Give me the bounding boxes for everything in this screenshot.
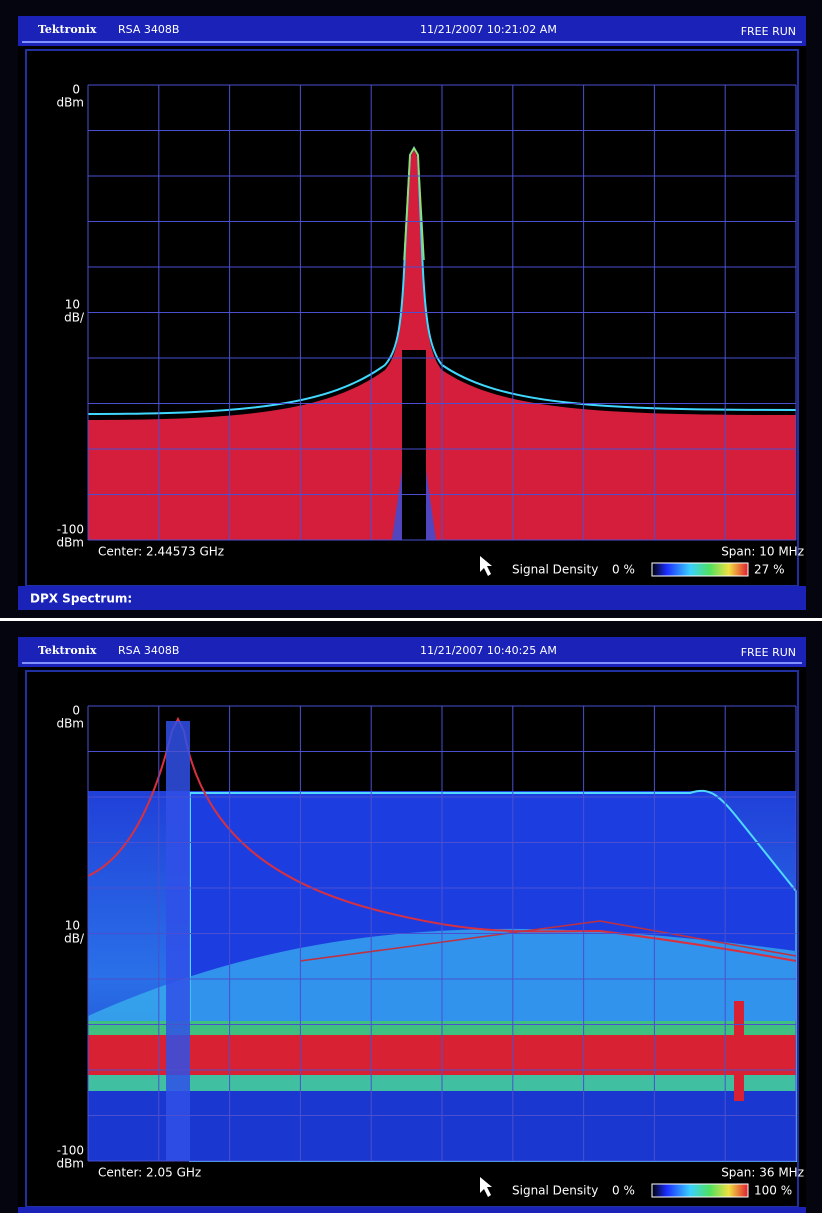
- density-colorbar: [651, 1183, 749, 1198]
- model: RSA 3408B: [118, 23, 179, 36]
- footer-bar: [18, 1207, 806, 1213]
- y-label: dBm: [56, 717, 84, 731]
- density-max: 27 %: [754, 563, 785, 577]
- density-label: Signal Density: [512, 1184, 598, 1198]
- decay-trace: [87, 716, 797, 962]
- center-freq: Center: 2.05 GHz: [98, 1166, 201, 1180]
- carrier-spike: [734, 1001, 744, 1101]
- y-label: 10: [65, 919, 80, 933]
- density-min: 0 %: [612, 563, 635, 577]
- span: Span: 10 MHz: [721, 545, 804, 559]
- spectrum-notch: [402, 350, 426, 540]
- y-label: 0: [72, 704, 80, 718]
- footer-bar: [18, 586, 806, 610]
- span: Span: 36 MHz: [721, 1166, 804, 1180]
- y-label: dBm: [56, 96, 84, 110]
- density-speckle: [392, 470, 436, 540]
- cursor-arrow: [480, 1177, 492, 1197]
- density-min: 0 %: [612, 1184, 635, 1198]
- brand: Tektronix: [38, 644, 97, 657]
- cursor-arrow: [480, 556, 492, 576]
- center-freq: Center: 2.44573 GHz: [98, 545, 224, 559]
- analyzer-panel: Tektronix RSA 3408B 11/21/2007 10:40:25 AM…: [0, 621, 822, 1213]
- density-label: Signal Density: [512, 563, 598, 577]
- carrier-column: [166, 721, 190, 1161]
- y-label: -100: [57, 1144, 84, 1158]
- density-max: 100 %: [754, 1184, 792, 1198]
- y-label: 0: [72, 83, 80, 97]
- brand: Tektronix: [38, 23, 97, 36]
- run-mode: FREE RUN: [741, 25, 796, 38]
- spectrum-fill: [88, 150, 796, 540]
- peak-trace: [403, 146, 425, 261]
- y-label: -100: [57, 523, 84, 537]
- footer-label: DPX Spectrum:: [30, 592, 132, 606]
- model: RSA 3408B: [118, 644, 179, 657]
- y-label: dBm: [56, 1157, 84, 1171]
- density-colorbar: [651, 562, 749, 577]
- y-label: dB/: [64, 932, 85, 946]
- y-label: dB/: [64, 311, 85, 325]
- analyzer-panel: Tektronix RSA 3408B 11/21/2007 10:21:02 AM…: [0, 0, 822, 618]
- cross-trace: [299, 920, 797, 962]
- timestamp: 11/21/2007 10:21:02 AM: [420, 23, 557, 36]
- y-label: 10: [65, 298, 80, 312]
- timestamp: 11/21/2007 10:40:25 AM: [420, 644, 557, 657]
- y-label: dBm: [56, 536, 84, 550]
- run-mode: FREE RUN: [741, 646, 796, 659]
